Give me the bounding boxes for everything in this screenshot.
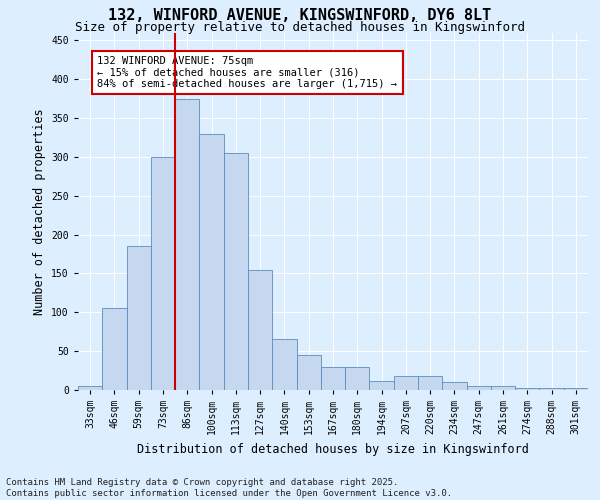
- Bar: [272, 340, 296, 390]
- Bar: [564, 388, 588, 390]
- Bar: [345, 366, 370, 390]
- Y-axis label: Number of detached properties: Number of detached properties: [33, 108, 46, 314]
- Bar: [418, 376, 442, 390]
- Bar: [442, 382, 467, 390]
- Text: Contains HM Land Registry data © Crown copyright and database right 2025.
Contai: Contains HM Land Registry data © Crown c…: [6, 478, 452, 498]
- X-axis label: Distribution of detached houses by size in Kingswinford: Distribution of detached houses by size …: [137, 442, 529, 456]
- Bar: [224, 153, 248, 390]
- Bar: [370, 380, 394, 390]
- Bar: [102, 308, 127, 390]
- Bar: [321, 366, 345, 390]
- Text: 132 WINFORD AVENUE: 75sqm
← 15% of detached houses are smaller (316)
84% of semi: 132 WINFORD AVENUE: 75sqm ← 15% of detac…: [97, 56, 397, 89]
- Bar: [467, 386, 491, 390]
- Bar: [127, 246, 151, 390]
- Bar: [539, 388, 564, 390]
- Bar: [175, 98, 199, 390]
- Bar: [515, 388, 539, 390]
- Bar: [296, 355, 321, 390]
- Bar: [394, 376, 418, 390]
- Bar: [491, 386, 515, 390]
- Text: Size of property relative to detached houses in Kingswinford: Size of property relative to detached ho…: [75, 21, 525, 34]
- Bar: [151, 157, 175, 390]
- Bar: [199, 134, 224, 390]
- Bar: [78, 386, 102, 390]
- Text: 132, WINFORD AVENUE, KINGSWINFORD, DY6 8LT: 132, WINFORD AVENUE, KINGSWINFORD, DY6 8…: [109, 8, 491, 22]
- Bar: [248, 270, 272, 390]
